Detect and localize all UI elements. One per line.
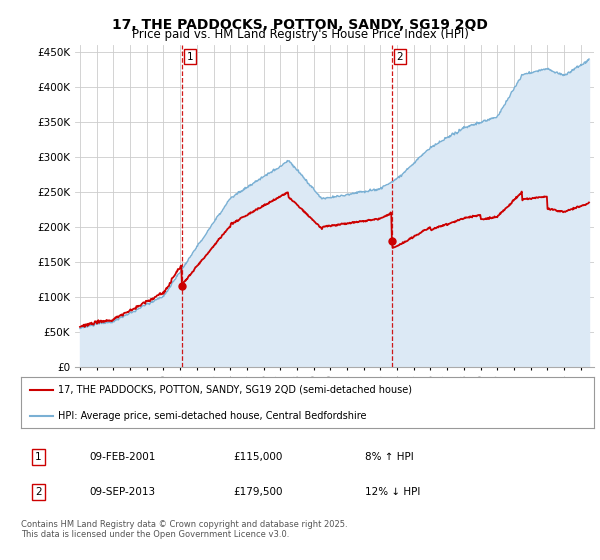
Text: 17, THE PADDOCKS, POTTON, SANDY, SG19 2QD: 17, THE PADDOCKS, POTTON, SANDY, SG19 2Q… [112, 18, 488, 32]
Text: £115,000: £115,000 [233, 452, 283, 462]
Text: 2: 2 [35, 487, 41, 497]
Text: 17, THE PADDOCKS, POTTON, SANDY, SG19 2QD (semi-detached house): 17, THE PADDOCKS, POTTON, SANDY, SG19 2Q… [58, 385, 412, 395]
Text: £179,500: £179,500 [233, 487, 283, 497]
Text: Price paid vs. HM Land Registry's House Price Index (HPI): Price paid vs. HM Land Registry's House … [131, 28, 469, 41]
Text: 09-FEB-2001: 09-FEB-2001 [90, 452, 156, 462]
Text: Contains HM Land Registry data © Crown copyright and database right 2025.
This d: Contains HM Land Registry data © Crown c… [21, 520, 347, 539]
Text: 2: 2 [397, 52, 403, 62]
Text: 1: 1 [35, 452, 41, 462]
Text: 12% ↓ HPI: 12% ↓ HPI [365, 487, 420, 497]
Text: HPI: Average price, semi-detached house, Central Bedfordshire: HPI: Average price, semi-detached house,… [58, 410, 367, 421]
Text: 8% ↑ HPI: 8% ↑ HPI [365, 452, 413, 462]
Text: 09-SEP-2013: 09-SEP-2013 [90, 487, 156, 497]
Text: 1: 1 [187, 52, 194, 62]
